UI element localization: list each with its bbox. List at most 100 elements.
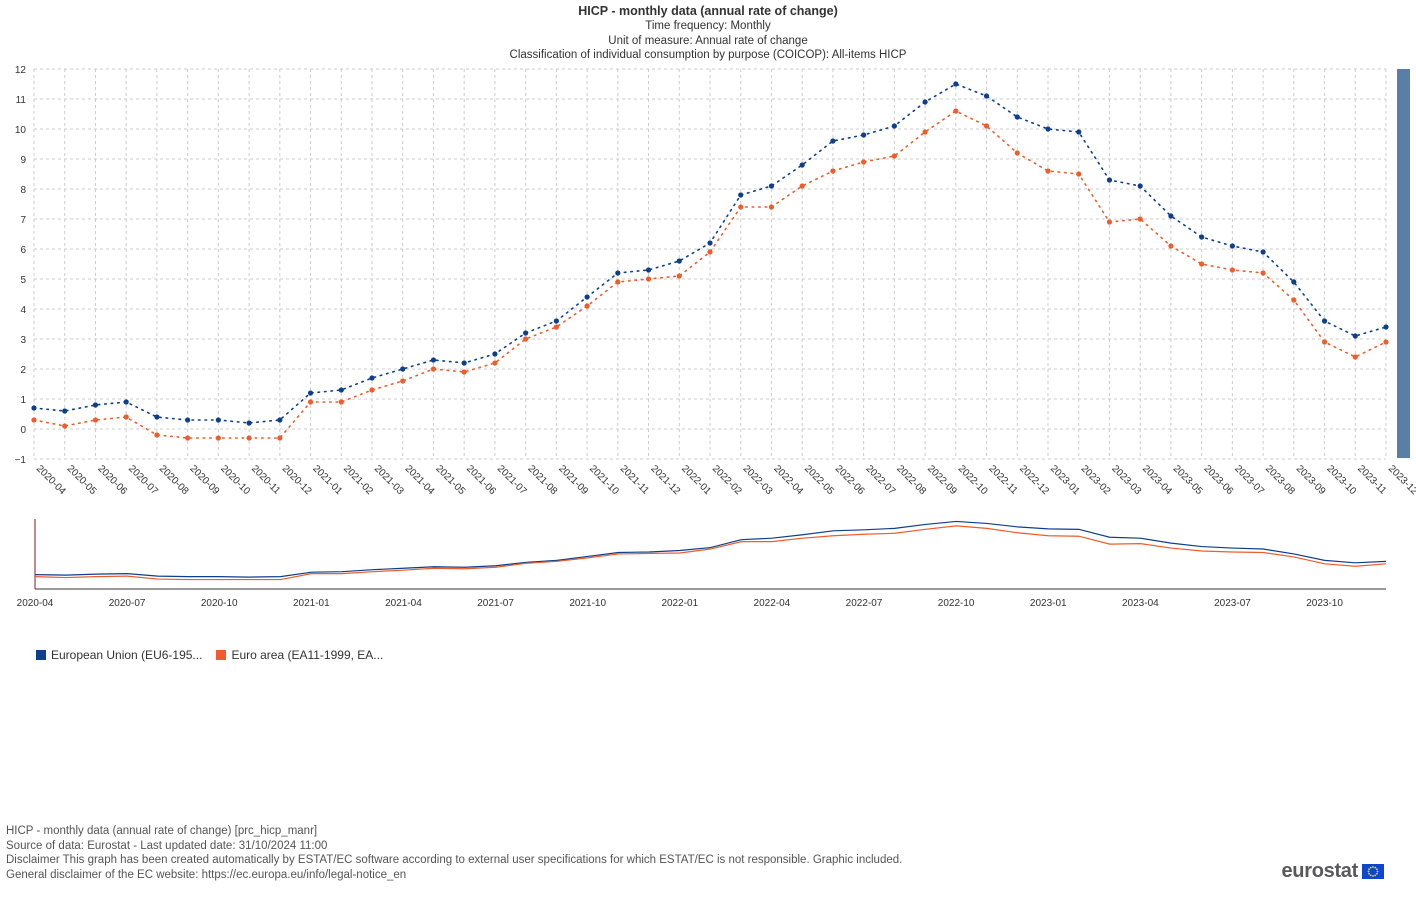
- x-tick-label: 2020-05: [65, 463, 99, 497]
- x-tick-label: 2022-12: [1017, 463, 1051, 497]
- data-point-eu: [215, 417, 221, 423]
- legend-item-eu[interactable]: European Union (EU6-195...: [36, 648, 202, 662]
- y-tick-label: 2: [20, 365, 26, 376]
- data-point-euro-area: [1168, 243, 1174, 249]
- data-point-euro-area: [523, 336, 529, 342]
- data-point-eu: [1229, 243, 1235, 249]
- y-tick-label: 8: [20, 185, 26, 196]
- data-point-euro-area: [861, 159, 867, 165]
- x-tick-label: 2023-05: [1171, 463, 1205, 497]
- x-tick-label: 2021-04: [403, 463, 437, 497]
- x-tick-label: 2022-05: [802, 463, 836, 497]
- x-tick-label: 2020-04: [34, 463, 68, 497]
- navigator-tick-label: 2022-10: [938, 598, 975, 609]
- data-point-euro-area: [307, 399, 314, 405]
- data-point-eu: [430, 357, 437, 363]
- data-point-eu: [922, 99, 928, 105]
- data-point-euro-area: [246, 435, 252, 441]
- data-point-euro-area: [1137, 216, 1143, 222]
- y-tick-label: 5: [20, 275, 26, 286]
- data-point-euro-area: [891, 153, 897, 159]
- x-tick-label: 2020-10: [218, 463, 252, 497]
- legend-label-euro-area: Euro area (EA11-1999, EA...: [231, 648, 384, 662]
- data-point-eu: [461, 360, 467, 366]
- data-point-eu: [1168, 213, 1174, 219]
- data-point-eu: [1352, 333, 1358, 339]
- x-tick-label: 2020-12: [280, 463, 314, 497]
- x-tick-label: 2021-06: [464, 463, 498, 497]
- subtitle-frequency: Time frequency: Monthly: [645, 20, 771, 32]
- data-point-eu: [400, 366, 406, 372]
- x-tick-label: 2023-06: [1202, 463, 1236, 497]
- x-tick-label: 2021-11: [618, 463, 652, 497]
- data-point-euro-area: [953, 108, 959, 114]
- x-tick-label: 2020-07: [126, 463, 160, 497]
- data-point-eu: [799, 162, 805, 168]
- data-point-euro-area: [584, 303, 590, 309]
- data-point-eu: [983, 93, 990, 99]
- data-point-eu: [584, 294, 590, 300]
- x-tick-label: 2023-11: [1355, 463, 1389, 497]
- navigator-tick-label: 2022-04: [754, 598, 791, 609]
- footer-general-disclaimer: General disclaimer of the EC website: ht…: [6, 868, 407, 881]
- x-tick-label: 2022-11: [986, 463, 1020, 497]
- eurostat-logo-text: eurostat: [1281, 860, 1358, 882]
- x-tick-label: 2021-05: [433, 463, 467, 497]
- data-point-euro-area: [1321, 339, 1328, 345]
- data-point-eu: [738, 192, 744, 198]
- legend-item-euro-area[interactable]: Euro area (EA11-1999, EA...: [216, 648, 383, 662]
- data-point-euro-area: [1199, 261, 1205, 267]
- data-point-eu: [1291, 279, 1297, 285]
- footer-disclaimer: Disclaimer This graph has been created a…: [6, 854, 903, 866]
- data-point-euro-area: [31, 417, 37, 423]
- x-tick-label: 2022-08: [894, 463, 928, 497]
- vertical-scrollbar[interactable]: [1397, 69, 1410, 458]
- x-tick-label: 2020-09: [188, 463, 222, 497]
- x-tick-label: 2023-08: [1263, 463, 1297, 497]
- data-point-eu: [645, 267, 652, 273]
- subtitle-unit: Unit of measure: Annual rate of change: [608, 34, 808, 47]
- data-point-eu: [1199, 234, 1205, 240]
- data-point-eu: [553, 318, 559, 324]
- navigator-tick-label: 2021-04: [385, 598, 422, 609]
- x-tick-label: 2022-03: [741, 463, 775, 497]
- data-point-euro-area: [277, 435, 283, 441]
- x-tick-label: 2022-10: [956, 463, 990, 497]
- navigator-tick-label: 2023-07: [1214, 598, 1251, 609]
- navigator-tick-label: 2023-04: [1122, 598, 1159, 609]
- data-point-eu: [1383, 324, 1389, 330]
- data-point-euro-area: [92, 417, 99, 423]
- y-tick-label: 3: [20, 335, 26, 346]
- data-point-euro-area: [1229, 267, 1235, 273]
- y-tick-label: 10: [15, 125, 27, 136]
- data-point-euro-area: [1260, 270, 1266, 276]
- footer-dataset: HICP - monthly data (annual rate of chan…: [6, 825, 318, 837]
- data-point-euro-area: [1352, 354, 1358, 360]
- data-point-euro-area: [1076, 171, 1082, 177]
- data-point-eu: [1076, 129, 1082, 135]
- x-tick-label: 2023-07: [1232, 463, 1266, 497]
- x-tick-label: 2023-10: [1324, 463, 1358, 497]
- chart-area: −101234567891011122020-042020-052020-062…: [15, 65, 1416, 609]
- data-point-euro-area: [707, 249, 713, 255]
- data-point-eu: [953, 81, 959, 87]
- data-point-eu: [1106, 177, 1113, 183]
- x-tick-label: 2023-02: [1079, 463, 1113, 497]
- navigator-tick-label: 2020-10: [201, 598, 238, 609]
- data-point-eu: [338, 387, 344, 393]
- chart-title: HICP - monthly data (annual rate of chan…: [578, 4, 838, 18]
- y-tick-label: 6: [20, 245, 26, 256]
- data-point-euro-area: [1291, 297, 1297, 303]
- data-point-euro-area: [185, 435, 191, 441]
- data-point-eu: [31, 405, 37, 411]
- x-tick-label: 2021-09: [556, 463, 590, 497]
- x-tick-label: 2021-02: [341, 463, 375, 497]
- data-point-eu: [1137, 183, 1143, 189]
- x-tick-label: 2023-03: [1109, 463, 1143, 497]
- x-tick-label: 2021-07: [495, 463, 529, 497]
- data-point-euro-area: [738, 204, 744, 210]
- navigator-tick-label: 2022-07: [846, 598, 883, 609]
- x-tick-label: 2023-01: [1048, 463, 1082, 497]
- x-tick-label: 2021-01: [310, 463, 344, 497]
- data-point-eu: [246, 420, 252, 426]
